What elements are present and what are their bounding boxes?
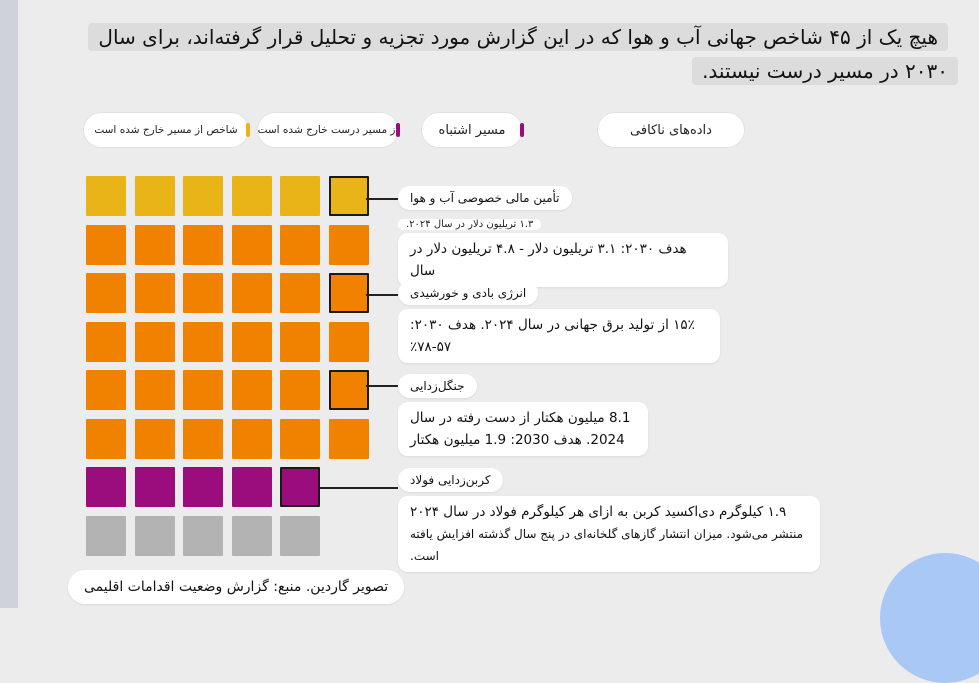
indicator-cell <box>231 321 272 362</box>
indicator-cell <box>280 176 320 216</box>
headline-text: هیچ یک از ۴۵ شاخص جهانی آب و هوا که در ا… <box>88 23 958 85</box>
indicator-cell <box>231 515 272 556</box>
annotation-body-container: ۱.۹ کیلوگرم دی‌اکسید کربن به ازای هر کیل… <box>398 496 820 572</box>
annotation-body: هدف ۲۰۳۰: ۳.۱ تریلیون دلار - ۴.۸ تریلیون… <box>398 233 728 287</box>
indicator-cell <box>86 467 126 507</box>
annotation-body: ۱۵٪ از تولید برق جهانی در سال ۲۰۲۴. هدف … <box>398 309 720 363</box>
legend-swatch-orange <box>396 123 400 137</box>
indicator-cell <box>183 224 223 265</box>
indicator-cell <box>231 273 272 313</box>
indicator-cell <box>134 273 175 313</box>
indicator-cell <box>183 515 223 556</box>
annotation-title: انرژی بادی و خورشیدی <box>398 281 539 305</box>
indicator-cell <box>183 418 223 459</box>
legend-item-off-track: از مسیر درست خارج شده است <box>257 113 400 147</box>
left-edge-strip <box>0 0 18 608</box>
image-caption: تصویر گاردین. منبع: گزارش وضعیت اقدامات … <box>68 570 405 604</box>
annotation-title: تأمین مالی خصوصی آب و هوا <box>398 186 572 210</box>
legend-item-insufficient-data: داده‌های ناکافی <box>598 113 744 147</box>
indicator-cell <box>86 224 126 265</box>
legend-swatch-magenta <box>520 123 524 137</box>
indicator-cell <box>280 370 320 410</box>
leader-line-finance <box>366 198 398 200</box>
annotation-steel-decarbonization: کربن‌زدایی فولاد ۱.۹ کیلوگرم دی‌اکسید کر… <box>398 468 828 572</box>
indicator-cell <box>328 224 369 265</box>
indicator-cell <box>231 418 272 459</box>
indicator-cell <box>86 418 126 459</box>
indicator-cell <box>86 321 126 362</box>
annotation-wind-solar: انرژی بادی و خورشیدی ۱۵٪ از تولید برق جه… <box>398 281 728 363</box>
indicator-cell <box>134 224 175 265</box>
leader-line-deforestation <box>366 385 398 387</box>
legend-item-indicator-off-track: شاخص از مسیر خارج شده است <box>84 113 250 147</box>
legend-label: مسیر اشتباه <box>438 122 506 138</box>
indicator-cell <box>328 418 369 459</box>
indicator-cell-highlighted <box>328 176 369 216</box>
leader-line-renewables <box>366 294 398 296</box>
indicator-cell <box>86 515 126 556</box>
annotation-deforestation: جنگل‌زدایی 8.1 میلیون هکتار از دست رفته … <box>398 374 728 456</box>
headline: هیچ یک از ۴۵ شاخص جهانی آب و هوا که در ا… <box>70 20 958 88</box>
annotation-private-climate-finance: تأمین مالی خصوصی آب و هوا ۱.۳ تریلیون دل… <box>398 186 728 287</box>
indicator-cell-highlighted <box>280 467 320 507</box>
indicator-cell <box>280 273 320 313</box>
annotation-title: جنگل‌زدایی <box>398 374 477 398</box>
leader-line-steel <box>320 487 398 489</box>
indicator-cell <box>134 515 175 556</box>
indicator-cell <box>231 224 272 265</box>
legend: داده‌های ناکافی مسیر اشتباه از مسیر درست… <box>84 113 744 147</box>
annotation-subtext: ۱.۳ تریلیون دلار در سال ۲۰۲۴. <box>398 219 542 230</box>
indicator-cell <box>231 176 272 216</box>
indicator-cell <box>134 321 175 362</box>
legend-label: شاخص از مسیر خارج شده است <box>94 124 238 136</box>
indicator-cell <box>183 321 223 362</box>
indicator-cell <box>86 176 126 216</box>
legend-swatch-yellow <box>246 123 250 137</box>
legend-item-wrong-direction: مسیر اشتباه <box>422 113 524 147</box>
indicator-cell <box>134 418 175 459</box>
annotation-body-continued: منتشر می‌شود. میزان انتشار گازهای گلخانه… <box>410 527 804 563</box>
caption-text: تصویر گاردین. منبع: گزارش وضعیت اقدامات … <box>84 579 389 595</box>
indicator-cell <box>280 418 320 459</box>
indicator-cell <box>183 467 223 507</box>
indicator-cell <box>280 321 320 362</box>
indicator-cell <box>231 370 272 410</box>
indicator-cell <box>280 515 320 556</box>
indicator-cell <box>280 224 320 265</box>
indicator-cell <box>183 370 223 410</box>
indicator-cell <box>86 273 126 313</box>
legend-label: داده‌های ناکافی <box>630 122 712 138</box>
indicator-cell <box>231 467 272 507</box>
annotation-body: 8.1 میلیون هکتار از دست رفته در سال 2024… <box>398 402 648 456</box>
indicator-cell <box>328 321 369 362</box>
indicator-cell <box>134 176 175 216</box>
indicator-cell <box>183 176 223 216</box>
indicator-cell <box>86 370 126 410</box>
indicator-cell <box>183 273 223 313</box>
annotation-title: کربن‌زدایی فولاد <box>398 468 503 492</box>
indicator-cell <box>134 467 175 507</box>
legend-label: از مسیر درست خارج شده است <box>257 124 399 136</box>
indicator-cell-highlighted <box>328 370 369 410</box>
indicator-cell-highlighted <box>328 273 369 313</box>
annotation-body: ۱.۹ کیلوگرم دی‌اکسید کربن به ازای هر کیل… <box>410 504 787 520</box>
indicator-cell <box>134 370 175 410</box>
